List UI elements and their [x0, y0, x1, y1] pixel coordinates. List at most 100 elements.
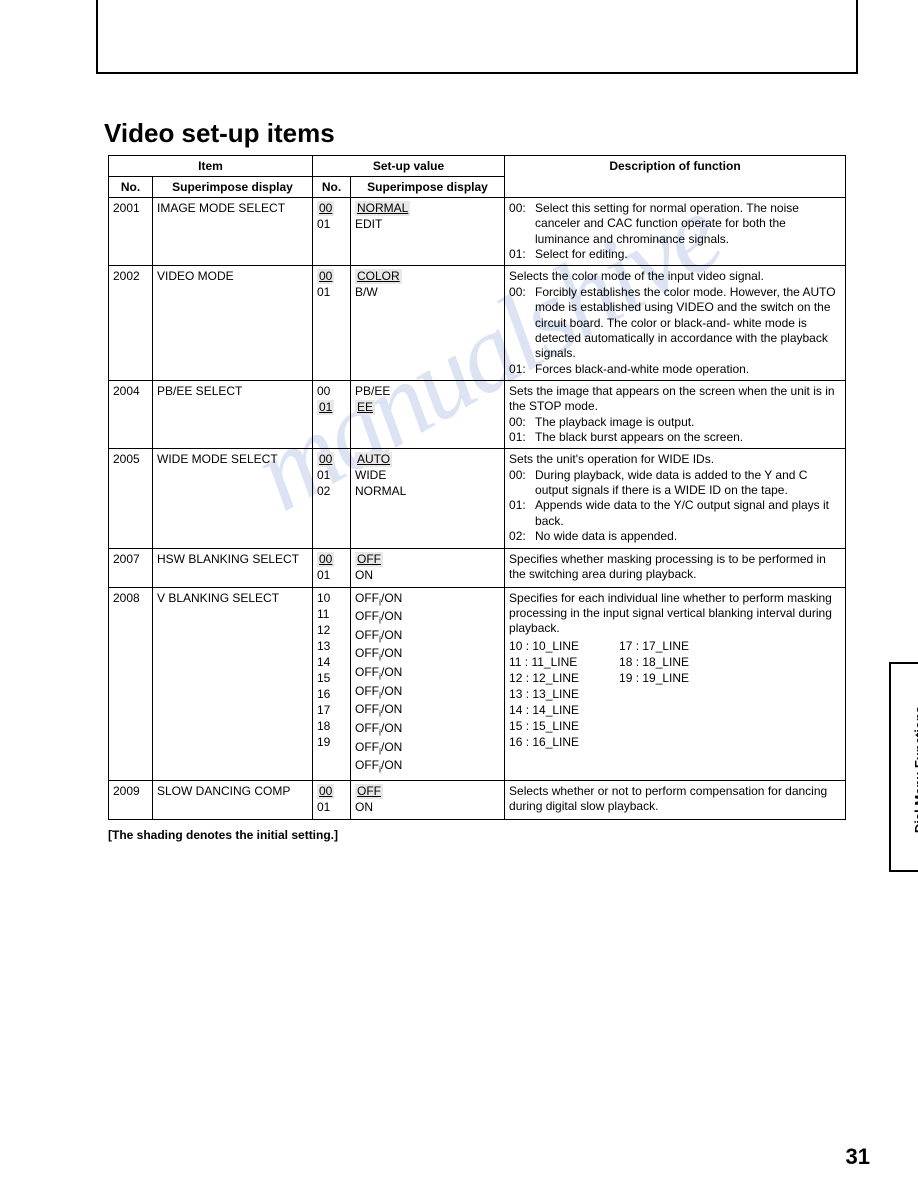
cell-value-display: OFFON — [351, 548, 505, 587]
cell-description: Selects the color mode of the input vide… — [505, 266, 846, 381]
cell-description: 00:Select this setting for normal operat… — [505, 198, 846, 266]
value-display: OFFi/ON — [355, 609, 500, 628]
top-frame — [96, 0, 858, 74]
cell-item: IMAGE MODE SELECT — [153, 198, 313, 266]
value-display: OFFi/ON — [355, 628, 500, 647]
cell-item: SLOW DANCING COMP — [153, 780, 313, 819]
setup-table: Item Set-up value Description of functio… — [108, 155, 846, 820]
cell-description: Sets the image that appears on the scree… — [505, 380, 846, 448]
table-row: 2007HSW BLANKING SELECT0001OFFONSpecifie… — [109, 548, 846, 587]
cell-value-display: COLORB/W — [351, 266, 505, 381]
cell-value-no: 0001 — [313, 548, 351, 587]
page-number: 31 — [846, 1144, 870, 1170]
value-display: OFFi/ON — [355, 646, 500, 665]
cell-description: Sets the unit's operation for WIDE IDs.0… — [505, 449, 846, 548]
cell-value-display: PB/EEEE — [351, 380, 505, 448]
value-display: ON — [355, 800, 500, 816]
cell-item: PB/EE SELECT — [153, 380, 313, 448]
value-display: OFF — [355, 552, 500, 568]
cell-value-no: 0001 — [313, 380, 351, 448]
value-display: B/W — [355, 285, 500, 301]
cell-no: 2009 — [109, 780, 153, 819]
cell-value-no: 0001 — [313, 780, 351, 819]
value-number: 16 — [317, 687, 346, 703]
table-row: 2008V BLANKING SELECT1011121314151617181… — [109, 587, 846, 780]
value-number: 11 — [317, 607, 346, 623]
th-super-1: Superimpose display — [153, 177, 313, 198]
cell-item: V BLANKING SELECT — [153, 587, 313, 780]
page-title: Video set-up items — [104, 118, 846, 149]
value-display: NORMAL — [355, 484, 500, 500]
value-display: COLOR — [355, 269, 500, 285]
value-display: OFFi/ON — [355, 721, 500, 740]
value-number: 01 — [317, 400, 346, 416]
value-number: 00 — [317, 269, 346, 285]
value-display: WIDE — [355, 468, 500, 484]
value-display: ON — [355, 568, 500, 584]
cell-description: Selects whether or not to perform compen… — [505, 780, 846, 819]
value-display: OFF — [355, 784, 500, 800]
value-number: 01 — [317, 468, 346, 484]
th-item-group: Item — [109, 156, 313, 177]
side-label: Dial Menu Functions — [912, 706, 918, 833]
value-number: 01 — [317, 285, 346, 301]
table-row: 2009SLOW DANCING COMP0001OFFONSelects wh… — [109, 780, 846, 819]
value-number: 19 — [317, 735, 346, 751]
value-number: 00 — [317, 384, 346, 400]
cell-item: HSW BLANKING SELECT — [153, 548, 313, 587]
value-number: 10 — [317, 591, 346, 607]
value-display: OFFi/ON — [355, 740, 500, 759]
value-number: 14 — [317, 655, 346, 671]
table-row: 2001IMAGE MODE SELECT0001NORMALEDIT00:Se… — [109, 198, 846, 266]
cell-no: 2008 — [109, 587, 153, 780]
cell-item: WIDE MODE SELECT — [153, 449, 313, 548]
value-number: 13 — [317, 639, 346, 655]
value-number: 17 — [317, 703, 346, 719]
value-number: 01 — [317, 568, 346, 584]
value-display: NORMAL — [355, 201, 500, 217]
th-desc: Description of function — [505, 156, 846, 198]
value-number: 00 — [317, 552, 346, 568]
cell-description: Specifies for each individual line wheth… — [505, 587, 846, 780]
cell-value-no: 0001 — [313, 266, 351, 381]
table-row: 2004PB/EE SELECT0001PB/EEEESets the imag… — [109, 380, 846, 448]
value-display: PB/EE — [355, 384, 500, 400]
value-display: OFFi/ON — [355, 684, 500, 703]
th-no-1: No. — [109, 177, 153, 198]
value-display: OFFi/ON — [355, 591, 500, 610]
cell-no: 2002 — [109, 266, 153, 381]
cell-description: Specifies whether masking processing is … — [505, 548, 846, 587]
cell-value-display: AUTOWIDENORMAL — [351, 449, 505, 548]
cell-item: VIDEO MODE — [153, 266, 313, 381]
cell-value-no: 10111213141516171819 — [313, 587, 351, 780]
value-number: 15 — [317, 671, 346, 687]
value-number: 00 — [317, 452, 346, 468]
value-number: 18 — [317, 719, 346, 735]
value-display: EE — [355, 400, 500, 416]
table-row: 2005WIDE MODE SELECT000102AUTOWIDENORMAL… — [109, 449, 846, 548]
table-row: 2002VIDEO MODE0001COLORB/WSelects the co… — [109, 266, 846, 381]
value-display: OFFi/ON — [355, 758, 500, 777]
value-display: OFFi/ON — [355, 665, 500, 684]
content-area: Video set-up items Item Set-up value Des… — [108, 118, 846, 842]
cell-value-display: OFFi/ONOFFi/ONOFFi/ONOFFi/ONOFFi/ONOFFi/… — [351, 587, 505, 780]
value-number: 12 — [317, 623, 346, 639]
cell-value-no: 000102 — [313, 449, 351, 548]
cell-value-display: NORMALEDIT — [351, 198, 505, 266]
value-display: OFFi/ON — [355, 702, 500, 721]
value-number: 02 — [317, 484, 346, 500]
cell-no: 2007 — [109, 548, 153, 587]
cell-no: 2004 — [109, 380, 153, 448]
cell-no: 2001 — [109, 198, 153, 266]
th-no-2: No. — [313, 177, 351, 198]
value-number: 01 — [317, 217, 346, 233]
th-setup-group: Set-up value — [313, 156, 505, 177]
value-number: 00 — [317, 784, 346, 800]
th-super-2: Superimpose display — [351, 177, 505, 198]
cell-value-display: OFFON — [351, 780, 505, 819]
cell-no: 2005 — [109, 449, 153, 548]
value-display: AUTO — [355, 452, 500, 468]
header-row-1: Item Set-up value Description of functio… — [109, 156, 846, 177]
value-number: 00 — [317, 201, 346, 217]
cell-value-no: 0001 — [313, 198, 351, 266]
